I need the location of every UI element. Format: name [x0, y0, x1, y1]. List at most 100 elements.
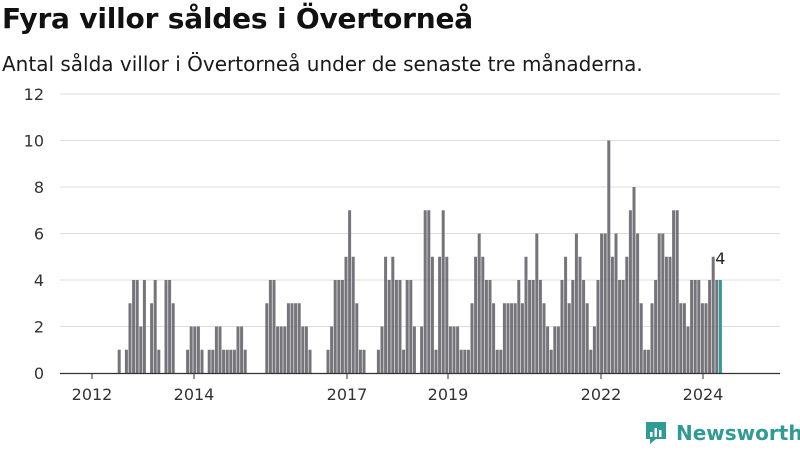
bar	[542, 303, 546, 373]
bar	[585, 303, 589, 373]
brand-logo: Newsworthy	[644, 418, 800, 448]
brand-name: Newsworthy	[676, 421, 800, 445]
bar	[535, 233, 539, 373]
bar	[495, 349, 499, 373]
chart-grid	[60, 93, 780, 327]
bar	[283, 326, 287, 373]
bar	[686, 326, 690, 373]
bar	[308, 349, 312, 373]
chart-bars	[117, 140, 722, 373]
bar	[618, 280, 622, 373]
bar	[355, 303, 359, 373]
bar	[589, 349, 593, 373]
bar	[276, 326, 280, 373]
bar	[571, 280, 575, 373]
bar	[268, 280, 272, 373]
bar	[380, 326, 384, 373]
bar	[427, 210, 431, 373]
bar	[682, 303, 686, 373]
bar	[142, 280, 146, 373]
bar	[128, 303, 132, 373]
bar	[693, 280, 697, 373]
y-tick-label: 0	[34, 364, 44, 383]
bar	[402, 349, 406, 373]
bar	[628, 210, 632, 373]
newsworthy-logo-icon	[646, 422, 666, 444]
bar	[448, 326, 452, 373]
bar	[549, 349, 553, 373]
bar	[708, 280, 712, 373]
bar	[225, 349, 229, 373]
x-tick-label: 2014	[174, 385, 215, 404]
chart-subtitle: Antal sålda villor i Övertorneå under de…	[2, 52, 643, 76]
bar	[279, 326, 283, 373]
bar	[193, 326, 197, 373]
bar	[528, 280, 532, 373]
bar	[459, 349, 463, 373]
chart-data-labels: 4	[715, 249, 725, 268]
bar	[330, 326, 334, 373]
bar	[222, 349, 226, 373]
bar	[132, 280, 136, 373]
bar	[531, 280, 535, 373]
bar	[614, 233, 618, 373]
bar	[668, 256, 672, 373]
bar	[607, 140, 611, 373]
bar	[304, 326, 308, 373]
bar	[463, 349, 467, 373]
y-tick-label: 10	[24, 132, 44, 151]
bar	[646, 349, 650, 373]
bar	[207, 349, 211, 373]
bar	[560, 280, 564, 373]
bar	[639, 303, 643, 373]
bar	[632, 187, 636, 373]
bar	[466, 349, 470, 373]
bar	[596, 280, 600, 373]
bar	[499, 349, 503, 373]
x-tick-label: 2024	[683, 385, 724, 404]
bar	[474, 256, 478, 373]
bar	[578, 256, 582, 373]
bar	[600, 233, 604, 373]
bar	[520, 303, 524, 373]
bar	[711, 256, 715, 373]
bar	[621, 280, 625, 373]
bar	[625, 256, 629, 373]
bar	[344, 256, 348, 373]
bar	[326, 349, 330, 373]
bar	[690, 280, 694, 373]
bar	[348, 210, 352, 373]
bar	[333, 280, 337, 373]
bar	[697, 280, 701, 373]
bar	[715, 280, 719, 373]
bar	[538, 280, 542, 373]
bar	[391, 256, 395, 373]
bar	[124, 349, 128, 373]
bar	[168, 280, 172, 373]
bar	[513, 303, 517, 373]
bar	[470, 303, 474, 373]
x-tick-label: 2017	[327, 385, 368, 404]
bar	[675, 210, 679, 373]
bar	[376, 349, 380, 373]
bar	[610, 256, 614, 373]
bar	[412, 326, 416, 373]
bar	[704, 303, 708, 373]
bar	[196, 326, 200, 373]
bar	[337, 280, 341, 373]
bar	[157, 349, 161, 373]
bar	[477, 233, 481, 373]
bar	[171, 303, 175, 373]
bar	[358, 349, 362, 373]
bar	[654, 280, 658, 373]
x-axis: 2012 2014 2017 2019 2022 2024	[60, 372, 780, 404]
bar	[286, 303, 290, 373]
bar	[546, 326, 550, 373]
bar	[592, 326, 596, 373]
bar	[236, 326, 240, 373]
bar	[603, 233, 607, 373]
bar	[150, 303, 154, 373]
bar	[117, 349, 121, 373]
